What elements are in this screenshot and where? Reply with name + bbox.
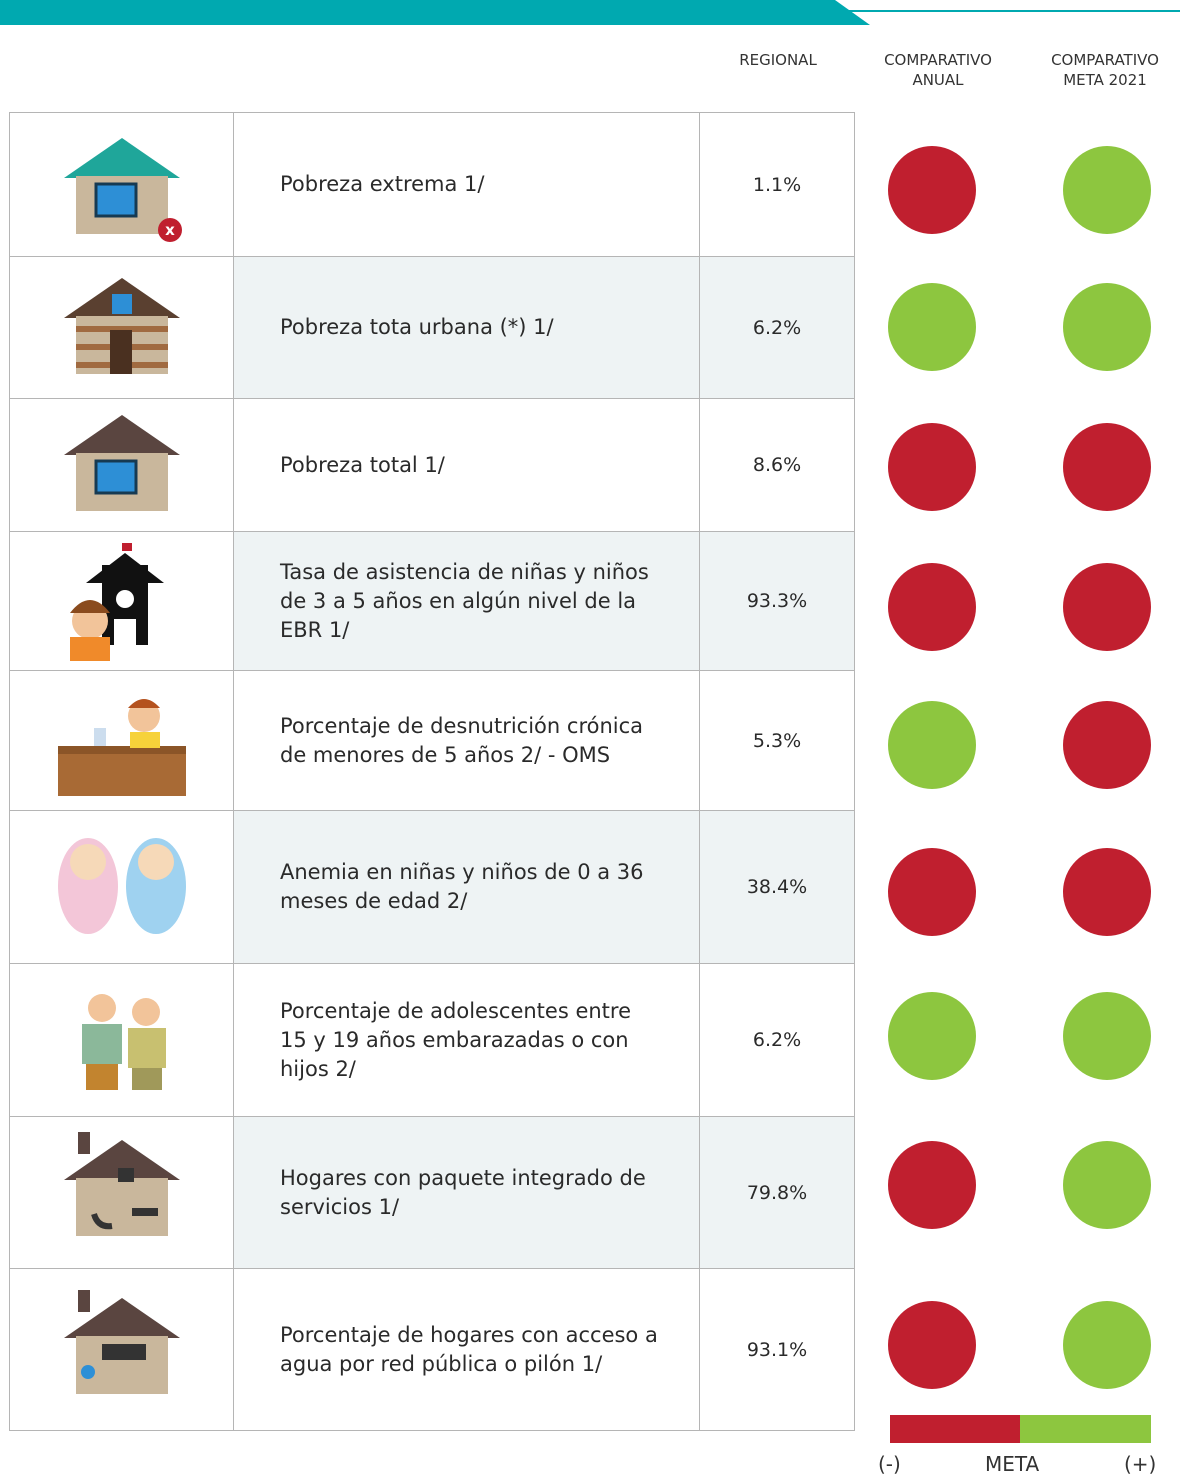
meta-status bbox=[1063, 423, 1151, 511]
icon-cell bbox=[9, 1116, 234, 1269]
icon-cell bbox=[9, 963, 234, 1117]
annual-status bbox=[888, 1301, 976, 1389]
column-header: COMPARATIVO ANUAL bbox=[884, 51, 992, 89]
column-header: COMPARATIVO META 2021 bbox=[1051, 51, 1159, 89]
icon-cell bbox=[9, 398, 234, 532]
annual-status bbox=[888, 1141, 976, 1229]
annual-status bbox=[888, 563, 976, 651]
annual-status bbox=[888, 423, 976, 511]
meta-status bbox=[1063, 146, 1151, 234]
meta-status bbox=[1063, 701, 1151, 789]
legend-negative: (-) bbox=[878, 1452, 901, 1476]
regional-value: 8.6% bbox=[699, 398, 855, 532]
regional-value: 79.8% bbox=[699, 1116, 855, 1269]
meta-status bbox=[1063, 283, 1151, 371]
indicator: Tasa de asistencia de niñas y niños de 3… bbox=[233, 531, 700, 671]
indicator: Pobreza total 1/ bbox=[233, 398, 700, 532]
legend-positive-bar bbox=[1020, 1415, 1151, 1443]
indicator: Porcentaje de adolescentes entre 15 y 19… bbox=[233, 963, 700, 1117]
svg-text:x: x bbox=[165, 221, 175, 239]
regional-value: 6.2% bbox=[699, 963, 855, 1117]
meta-status bbox=[1063, 1301, 1151, 1389]
icon-cell bbox=[9, 670, 234, 811]
icon-cell bbox=[9, 1268, 234, 1431]
indicator: Pobreza tota urbana (*) 1/ bbox=[233, 256, 700, 399]
regional-value: 93.1% bbox=[699, 1268, 855, 1431]
legend-negative-bar bbox=[890, 1415, 1021, 1443]
legend-positive: (+) bbox=[1124, 1452, 1157, 1476]
annual-status bbox=[888, 146, 976, 234]
icon-cell bbox=[9, 112, 234, 257]
icon-cell bbox=[9, 810, 234, 964]
icon-cell bbox=[9, 256, 234, 399]
meta-status bbox=[1063, 848, 1151, 936]
meta-status bbox=[1063, 1141, 1151, 1229]
indicator: Anemia en niñas y niños de 0 a 36 meses … bbox=[233, 810, 700, 964]
annual-status bbox=[888, 701, 976, 789]
meta-status bbox=[1063, 992, 1151, 1080]
annual-status bbox=[888, 848, 976, 936]
regional-value: 6.2% bbox=[699, 256, 855, 399]
regional-value: 1.1% bbox=[699, 112, 855, 257]
regional-value: 5.3% bbox=[699, 670, 855, 811]
icon-cell bbox=[9, 531, 234, 671]
regional-value: 38.4% bbox=[699, 810, 855, 964]
indicator: Porcentaje de desnutrición crónica de me… bbox=[233, 670, 700, 811]
regional-value: 93.3% bbox=[699, 531, 855, 671]
annual-status bbox=[888, 992, 976, 1080]
column-header: REGIONAL bbox=[739, 51, 817, 69]
annual-status bbox=[888, 283, 976, 371]
indicator: Pobreza extrema 1/ bbox=[233, 112, 700, 257]
indicator: Hogares con paquete integrado de servici… bbox=[233, 1116, 700, 1269]
indicator: Porcentaje de hogares con acceso a agua … bbox=[233, 1268, 700, 1431]
legend-label: META bbox=[985, 1452, 1040, 1476]
meta-status bbox=[1063, 563, 1151, 651]
